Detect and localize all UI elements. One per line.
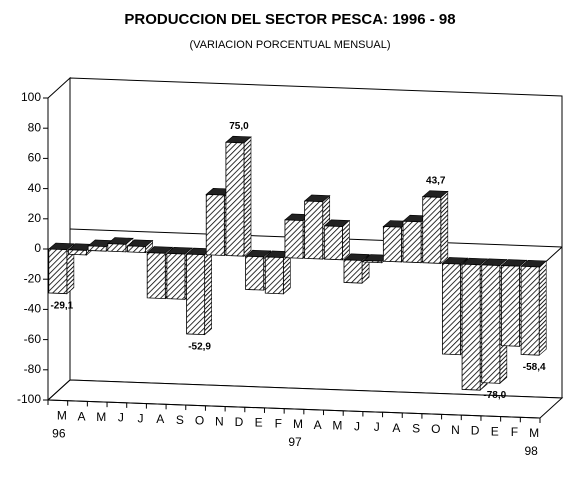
- bar: [343, 259, 363, 284]
- y-tick-label: 20: [28, 211, 42, 225]
- x-tick-label: J: [118, 411, 124, 425]
- x-tick-label: N: [451, 423, 460, 437]
- bar-side: [538, 260, 547, 356]
- y-tick-label: 100: [21, 90, 41, 104]
- x-tick-label: N: [215, 414, 224, 428]
- bar: [166, 252, 186, 300]
- value-label: -78,0: [483, 390, 506, 401]
- bar: [461, 263, 481, 391]
- x-tick-label: J: [354, 419, 360, 433]
- x-tick-label: A: [78, 409, 86, 423]
- x-tick-label: M: [96, 410, 106, 424]
- bar: [481, 264, 501, 384]
- x-tick-label: J: [138, 411, 144, 425]
- x-tick-label: O: [195, 414, 204, 428]
- bar: [264, 256, 284, 295]
- value-label: -52,9: [188, 341, 211, 352]
- bar: [87, 245, 107, 252]
- y-tick-label: 0: [34, 241, 41, 255]
- bar: [501, 265, 520, 347]
- bar: [245, 255, 265, 291]
- x-tick-label: E: [255, 416, 263, 430]
- bar: [146, 252, 166, 300]
- bar: [107, 243, 127, 253]
- x-tick-label: J: [374, 420, 380, 434]
- value-label: -58,4: [523, 362, 546, 373]
- x-tick-label: M: [332, 419, 342, 433]
- bar-side: [204, 248, 212, 336]
- x-tick-label: D: [235, 415, 244, 429]
- x-year-label: 98: [524, 444, 538, 458]
- bar: [323, 225, 343, 261]
- bar: [225, 141, 245, 257]
- x-tick-label: S: [412, 421, 420, 435]
- bar: [205, 193, 225, 256]
- x-axis: [47, 399, 541, 419]
- bar: [304, 200, 324, 260]
- bar: [520, 265, 540, 356]
- y-tick-label: 80: [28, 120, 42, 134]
- y-tick-label: -80: [24, 362, 42, 376]
- x-tick-label: E: [491, 424, 499, 438]
- value-label: -29,1: [50, 300, 73, 311]
- x-tick-label: F: [275, 416, 282, 430]
- bar: [363, 260, 383, 264]
- x-tick-label: F: [511, 425, 518, 439]
- y-tick-label: -20: [24, 271, 42, 285]
- y-tick-label: -40: [24, 302, 42, 316]
- x-year-label: 97: [288, 435, 302, 449]
- bar-side: [243, 136, 252, 257]
- bar: [186, 253, 206, 336]
- bar-side: [342, 219, 350, 261]
- y-tick-label: 60: [28, 151, 42, 165]
- bar: [422, 196, 442, 264]
- x-year-label: 96: [52, 427, 66, 441]
- x-tick-label: M: [529, 426, 539, 440]
- x-tick-label: A: [156, 412, 164, 426]
- bar: [68, 249, 87, 256]
- x-tick-label: O: [431, 422, 440, 436]
- x-tick-label: S: [176, 413, 184, 427]
- chart-subtitle: (VARIACION PORCENTUAL MENSUAL): [189, 39, 390, 51]
- y-tick-label: -60: [24, 332, 42, 346]
- y-tick-label: 40: [28, 181, 42, 195]
- bar: [48, 248, 68, 295]
- bar: [284, 219, 304, 259]
- x-tick-label: A: [392, 421, 400, 435]
- value-label: 75,0: [229, 121, 249, 132]
- left-wall: [47, 76, 71, 402]
- value-label: 43,7: [426, 175, 446, 186]
- bar: [402, 220, 422, 264]
- bar: [441, 262, 461, 356]
- bar: [382, 226, 402, 263]
- x-tick-label: D: [471, 424, 480, 438]
- chart-title: PRODUCCION DEL SECTOR PESCA: 1996 - 98: [124, 11, 455, 28]
- x-tick-label: A: [314, 418, 322, 432]
- x-tick-label: M: [57, 409, 67, 423]
- bar-side: [440, 190, 449, 265]
- bar: [127, 245, 147, 254]
- x-tick-label: M: [293, 417, 303, 431]
- y-tick-label: -100: [17, 392, 41, 406]
